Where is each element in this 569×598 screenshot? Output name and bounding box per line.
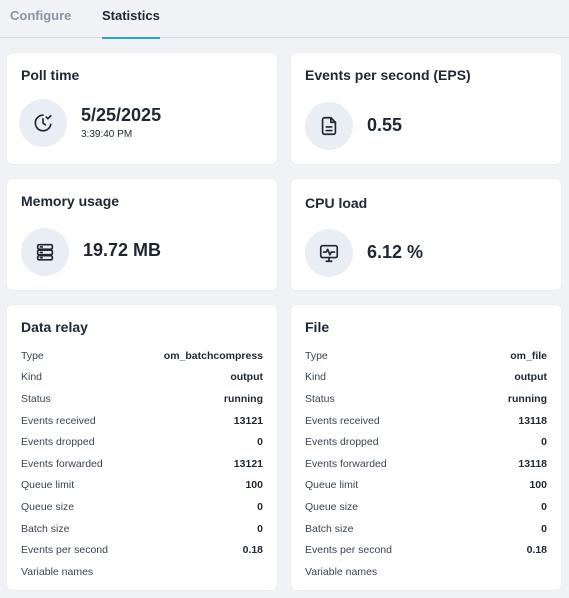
detail-row: Variable names (305, 565, 378, 578)
poll-time-card: Poll time 5/25/2025 3:39:40 PM (7, 53, 277, 164)
detail-row: Variable names (21, 565, 94, 578)
tab-statistics[interactable]: Statistics (102, 8, 160, 39)
detail-row: Status running (305, 392, 547, 405)
poll-time-value: 3:39:40 PM (81, 129, 133, 140)
detail-row: Events received 13121 (21, 414, 263, 427)
data-relay-details: Type om_batchcompress Kind output Status ru… (21, 345, 263, 583)
document-icon (305, 102, 353, 150)
detail-row: Batch size 0 (21, 522, 263, 535)
memory-title: Memory usage (21, 193, 120, 209)
detail-row: Status running (21, 392, 263, 405)
clock-check-icon (19, 99, 67, 147)
cpu-title: CPU load (305, 195, 368, 211)
detail-row: Batch size 0 (305, 522, 547, 535)
detail-row: Events per second 0.18 (21, 544, 263, 557)
data-relay-card: Data relay Type om_batchcompress Kind outp… (7, 305, 277, 590)
eps-value: 0.55 (367, 115, 403, 135)
detail-row: Queue limit 100 (21, 479, 263, 492)
server-icon (21, 228, 69, 276)
file-details: Type om_file Kind output Status running Eve… (305, 345, 547, 583)
tab-bar: Configure Statistics (0, 0, 569, 39)
file-card: File Type om_file Kind output Status runnin… (291, 305, 561, 590)
detail-row: Type om_batchcompress (21, 349, 263, 362)
detail-row: Queue limit 100 (305, 479, 547, 492)
detail-row: Events forwarded 13118 (305, 457, 547, 470)
monitor-pulse-icon (305, 229, 353, 277)
detail-row: Type om_file (305, 349, 547, 362)
cpu-card: CPU load 6.12 % (291, 179, 561, 290)
poll-time-title: Poll time (21, 67, 80, 83)
memory-value: 19.72 MB (83, 240, 162, 260)
detail-row: Events dropped 0 (21, 436, 263, 449)
memory-card: Memory usage 19.72 MB (7, 179, 277, 290)
cpu-value: 6.12 % (367, 242, 424, 262)
detail-row: Kind output (21, 371, 263, 384)
detail-row: Events dropped 0 (305, 436, 547, 449)
detail-row: Queue size 0 (21, 500, 263, 513)
detail-row: Kind output (305, 371, 547, 384)
detail-row: Events received 13118 (305, 414, 547, 427)
file-title: File (305, 319, 330, 335)
data-relay-title: Data relay (21, 319, 88, 335)
eps-card: Events per second (EPS) 0.55 (291, 53, 561, 164)
detail-row: Queue size 0 (305, 500, 547, 513)
detail-row: Events forwarded 13121 (21, 457, 263, 470)
tab-configure[interactable]: Configure (10, 8, 72, 23)
detail-row: Events per second 0.18 (305, 544, 547, 557)
eps-title: Events per second (EPS) (305, 67, 471, 83)
poll-date: 5/25/2025 (81, 105, 162, 125)
